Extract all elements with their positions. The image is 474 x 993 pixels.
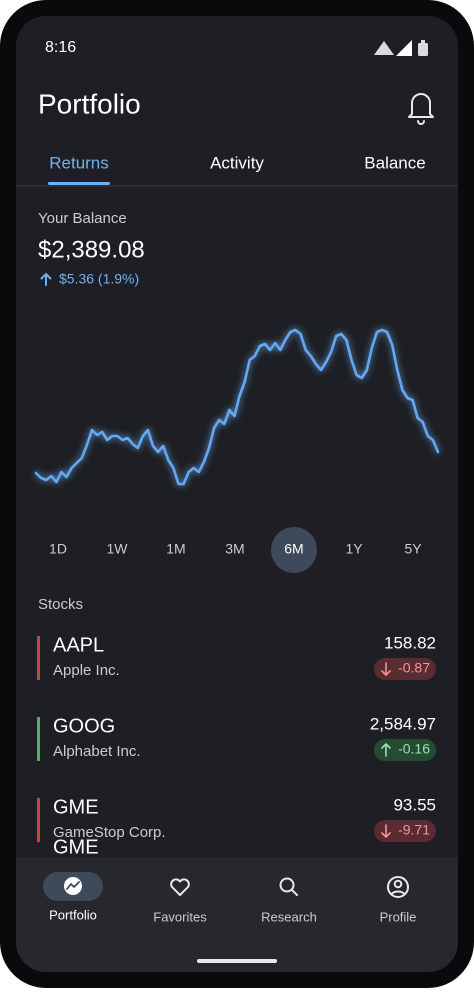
down-arrow-icon xyxy=(381,824,391,838)
stock-symbol: GOOG xyxy=(53,715,115,737)
tab[interactable]: Balance xyxy=(364,153,425,172)
change-badge xyxy=(374,820,436,842)
up-arrow-icon xyxy=(40,273,52,286)
range-selected-bg xyxy=(271,527,317,573)
section-title: Stocks xyxy=(38,596,83,613)
home-indicator xyxy=(197,959,277,963)
screen-bg xyxy=(16,16,458,972)
stock-row[interactable]: GME GameStop Corp. 93.55 -9.71 xyxy=(37,795,436,842)
range-selector: 1D 1W 1M 3M 6M 1Y 5Y xyxy=(49,541,422,557)
down-arrow-icon xyxy=(381,662,391,676)
research-icon xyxy=(279,877,298,896)
stock-price: 158.82 xyxy=(384,633,436,652)
nav-item-active[interactable]: Portfolio xyxy=(49,907,97,922)
favorites-icon xyxy=(170,878,190,896)
change-badge xyxy=(374,739,436,761)
stock-company: GameStop Corp. xyxy=(53,824,166,841)
range-option[interactable]: 1M xyxy=(166,541,185,557)
range-option[interactable]: 1Y xyxy=(345,541,363,557)
status-icons xyxy=(374,40,428,56)
nav-item[interactable]: Favorites xyxy=(153,909,207,924)
trend-bar xyxy=(37,717,40,761)
stock-company: Alphabet Inc. xyxy=(53,743,141,760)
range-option[interactable]: 1D xyxy=(49,541,67,557)
trend-bar xyxy=(37,798,40,842)
page-title: Portfolio xyxy=(38,88,141,119)
change-badge xyxy=(374,658,436,680)
balance-amount: $2,389.08 xyxy=(38,236,145,263)
stock-row[interactable]: AAPL Apple Inc. 158.82 -0.87 xyxy=(37,633,436,680)
stock-symbol: GME xyxy=(53,836,99,858)
stock-symbol: AAPL xyxy=(53,634,104,656)
range-option[interactable]: 3M xyxy=(225,541,244,557)
tab-active[interactable]: Returns xyxy=(49,153,109,172)
balance-label: Your Balance xyxy=(38,210,127,227)
stock-company: Apple Inc. xyxy=(53,662,120,679)
range-option[interactable]: 6M xyxy=(284,541,303,557)
notifications-button[interactable] xyxy=(408,93,434,125)
profile-icon xyxy=(387,876,409,898)
stock-symbol: GME xyxy=(53,796,99,818)
stock-change: -9.71 xyxy=(398,822,430,838)
balance-line xyxy=(34,328,440,486)
stock-change: -0.16 xyxy=(398,741,430,757)
stock-price: 2,584.97 xyxy=(370,714,436,733)
stock-change: -0.87 xyxy=(398,660,430,676)
balance-change: $5.36 (1.9%) xyxy=(59,271,139,287)
range-option[interactable]: 1W xyxy=(107,541,129,557)
balance-chart xyxy=(34,328,440,486)
trend-bar xyxy=(37,636,40,680)
tab[interactable]: Activity xyxy=(210,153,264,172)
portfolio-icon xyxy=(64,877,82,895)
nav-item[interactable]: Research xyxy=(261,909,317,924)
up-arrow-icon xyxy=(381,743,391,757)
nav-item[interactable]: Profile xyxy=(380,909,417,924)
stock-row[interactable]: GOOG Alphabet Inc. 2,584.97 -0.16 xyxy=(37,714,436,761)
stock-price: 93.55 xyxy=(393,795,436,814)
tab-indicator xyxy=(48,182,110,185)
range-option[interactable]: 5Y xyxy=(404,541,422,557)
status-time: 8:16 xyxy=(45,39,76,56)
